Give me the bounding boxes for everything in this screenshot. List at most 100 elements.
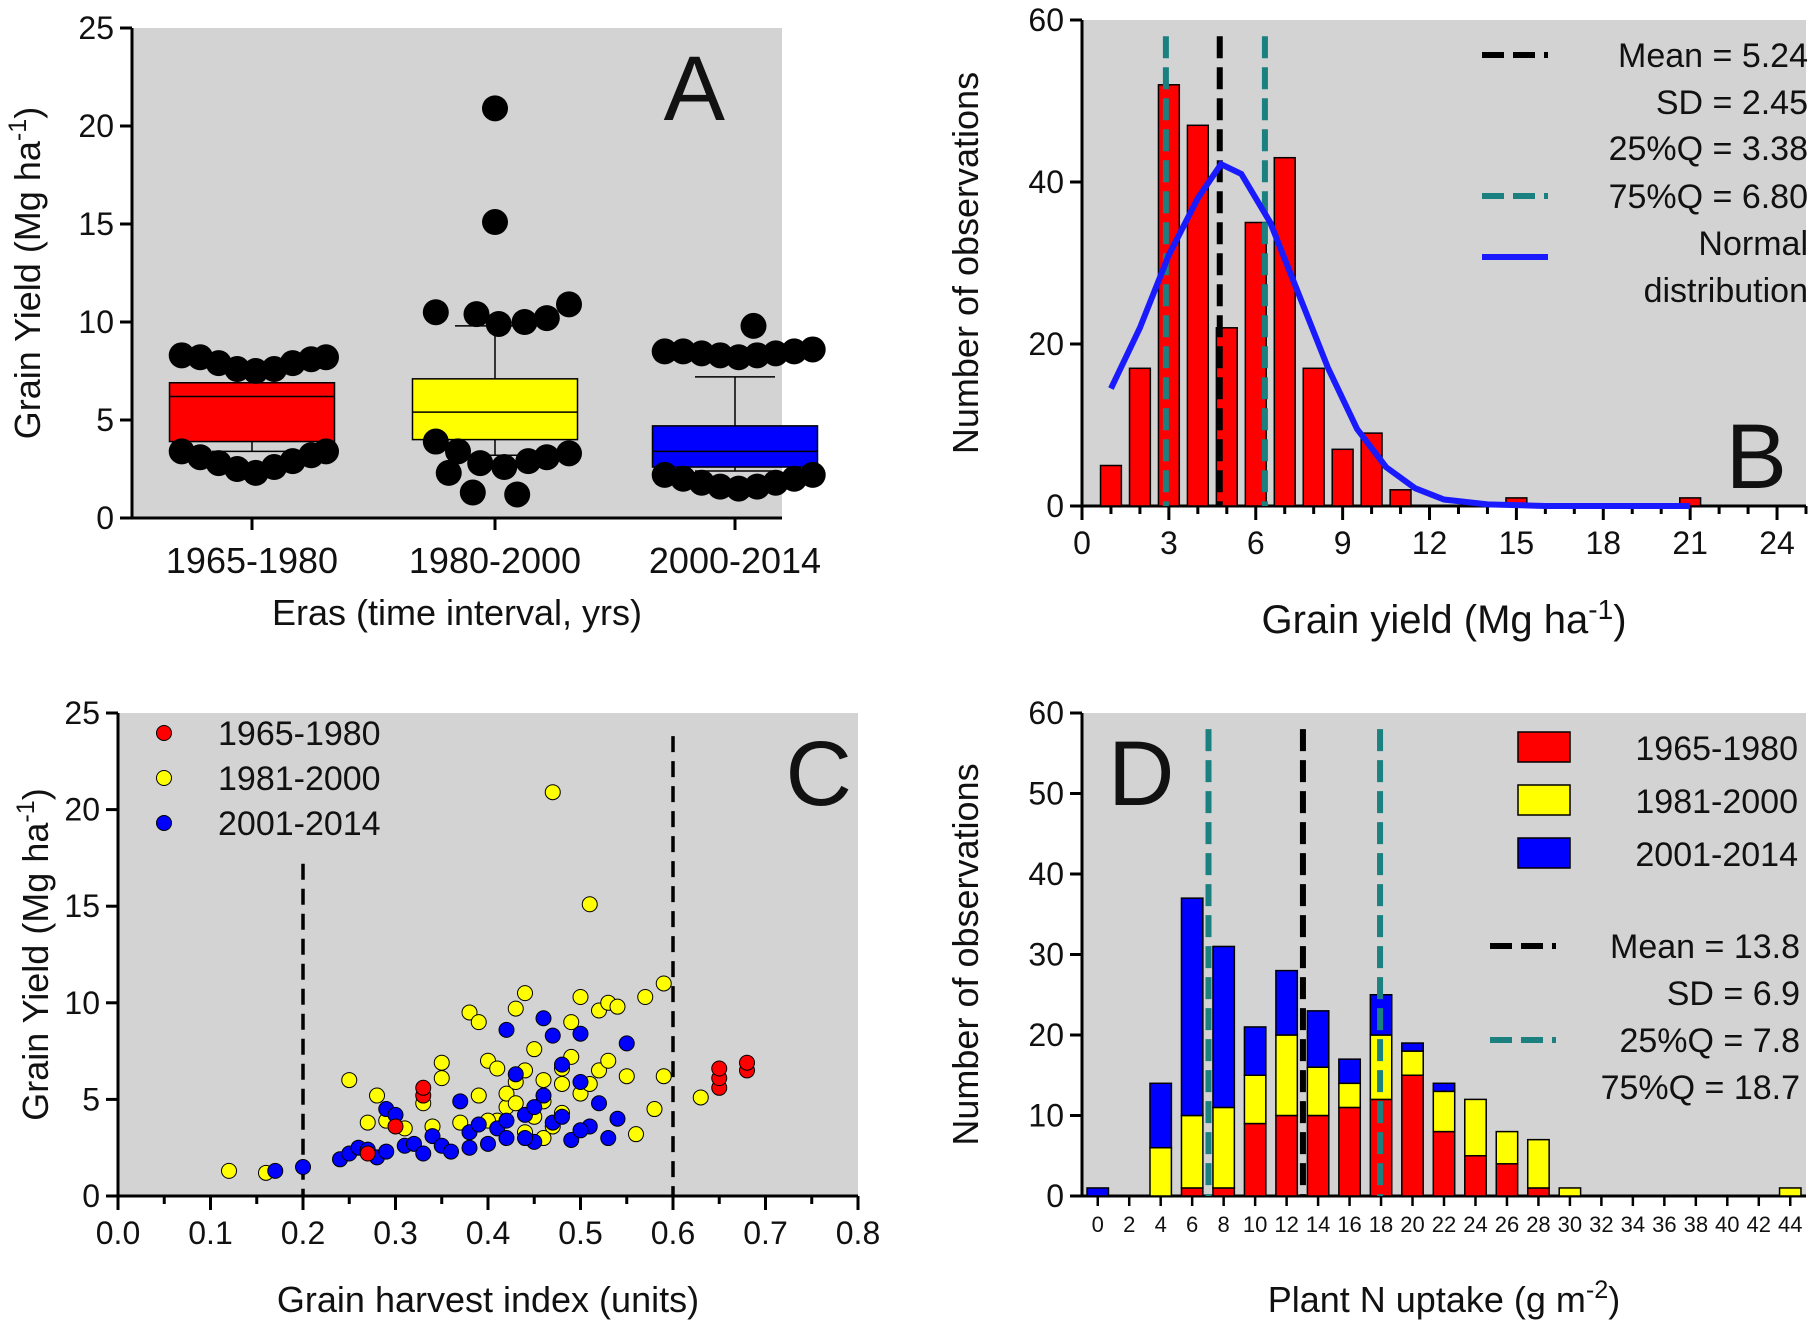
histogram-bar bbox=[1215, 327, 1238, 507]
scatter-point bbox=[406, 1135, 422, 1152]
y-tick-label: 5 bbox=[96, 402, 114, 438]
stacked-bar-segment bbox=[1275, 1114, 1299, 1197]
x-tick-label: 0 bbox=[1092, 1212, 1104, 1237]
outlier-point bbox=[799, 461, 826, 488]
scatter-point bbox=[452, 1114, 469, 1131]
scatter-point bbox=[655, 1068, 672, 1085]
legend-swatch bbox=[1517, 837, 1571, 869]
scatter-point bbox=[554, 1108, 570, 1125]
legend-q75: 75%Q = 6.80 bbox=[1609, 178, 1808, 216]
y-tick-label: 15 bbox=[64, 888, 100, 924]
outlier-point bbox=[504, 481, 531, 508]
scatter-point bbox=[572, 1122, 589, 1139]
outlier-point bbox=[556, 291, 582, 318]
outlier-point bbox=[467, 450, 494, 477]
histogram-bar bbox=[1186, 124, 1210, 507]
stacked-bar-segment bbox=[1432, 1090, 1456, 1133]
y-tick-label: 20 bbox=[78, 108, 114, 144]
histogram-bar bbox=[1273, 156, 1296, 507]
scatter-point bbox=[507, 1095, 524, 1112]
y-tick-label: 50 bbox=[1028, 776, 1064, 812]
scatter-point bbox=[507, 1000, 524, 1017]
scatter-point bbox=[424, 1128, 441, 1145]
stacked-bar-segment bbox=[1306, 1010, 1330, 1068]
x-tick-label: 18 bbox=[1585, 525, 1621, 561]
x-tick-label: 20 bbox=[1400, 1212, 1424, 1237]
stacked-bar-segment bbox=[1212, 1187, 1236, 1197]
histogram-bar bbox=[1331, 448, 1354, 507]
scatter-point bbox=[600, 1130, 617, 1147]
outlier-point bbox=[313, 344, 339, 371]
x-tick-label: 6 bbox=[1247, 525, 1265, 561]
x-axis-label: Grain yield (Mg ha-1) bbox=[1261, 594, 1626, 642]
outlier-point bbox=[482, 209, 508, 236]
scatter-point bbox=[563, 1014, 580, 1031]
x-tick-label: 0.1 bbox=[188, 1215, 232, 1251]
x-tick-label: 1980-2000 bbox=[409, 540, 581, 581]
box-2000-2014 bbox=[651, 425, 819, 468]
scatter-point bbox=[628, 1126, 644, 1143]
x-tick-label: 0.3 bbox=[373, 1215, 417, 1251]
x-tick-label: 9 bbox=[1334, 525, 1352, 561]
outlier-point bbox=[651, 338, 678, 365]
panel-c: 0 5 10 15 20 25 0.0 0.1 0.2 0.3 0.4 0.5 0.6 0.7 0.8 196… bbox=[12, 695, 880, 1320]
y-tick-label: 10 bbox=[1028, 1098, 1064, 1134]
stacked-bar-segment bbox=[1432, 1082, 1456, 1093]
scatter-point bbox=[526, 1099, 543, 1116]
y-tick-label: 20 bbox=[1028, 326, 1064, 362]
legend-label: 1981-2000 bbox=[1635, 783, 1798, 821]
legend-label: 2001-2014 bbox=[218, 805, 381, 843]
scatter-point bbox=[517, 985, 533, 1002]
scatter-point bbox=[572, 1025, 589, 1042]
x-tick-label: 30 bbox=[1558, 1212, 1582, 1237]
stacked-bar-segment bbox=[1495, 1163, 1519, 1197]
scatter-point bbox=[461, 1004, 478, 1021]
scatter-point bbox=[387, 1118, 404, 1135]
stacked-bar-segment bbox=[1464, 1098, 1487, 1157]
stacked-bar-segment bbox=[1526, 1187, 1550, 1197]
legend-mean: Mean = 5.24 bbox=[1618, 37, 1808, 75]
outlier-point bbox=[485, 310, 512, 337]
y-tick-label: 0 bbox=[1046, 488, 1064, 524]
y-axis-label: Number of observations bbox=[945, 763, 986, 1145]
outlier-point bbox=[459, 479, 486, 506]
scatter-point bbox=[591, 1095, 607, 1112]
y-tick-label: 60 bbox=[1028, 695, 1064, 731]
x-tick-label: 4 bbox=[1155, 1212, 1167, 1237]
stacked-bar-segment bbox=[1432, 1130, 1456, 1197]
scatter-point bbox=[267, 1162, 284, 1179]
scatter-point bbox=[544, 1027, 561, 1044]
x-tick-label: 3 bbox=[1160, 525, 1178, 561]
x-tick-label: 40 bbox=[1715, 1212, 1739, 1237]
scatter-point bbox=[655, 975, 672, 992]
scatter-point bbox=[739, 1054, 755, 1071]
y-tick-label: 30 bbox=[1028, 937, 1064, 973]
x-tick-label: 28 bbox=[1526, 1212, 1550, 1237]
scatter-point bbox=[517, 1130, 533, 1147]
scatter-point bbox=[535, 1010, 552, 1027]
stacked-bar-segment bbox=[1180, 897, 1204, 1117]
legend-swatch bbox=[1517, 784, 1571, 816]
panel-letter: B bbox=[1726, 406, 1787, 508]
x-tick-label: 0.5 bbox=[558, 1215, 602, 1251]
x-tick-label: 2000-2014 bbox=[649, 540, 821, 581]
x-axis-label: Eras (time interval, yrs) bbox=[272, 592, 642, 633]
x-tick-label: 0.8 bbox=[836, 1215, 880, 1251]
scatter-point bbox=[711, 1060, 728, 1077]
stacked-bar-segment bbox=[1243, 1122, 1267, 1197]
outlier-point bbox=[533, 444, 560, 471]
stacked-bar-segment bbox=[1243, 1074, 1267, 1125]
x-tick-label: 44 bbox=[1778, 1212, 1802, 1237]
x-tick-label: 36 bbox=[1652, 1212, 1676, 1237]
y-tick-label: 25 bbox=[64, 695, 100, 731]
x-axis-label: Plant N uptake (g m-2) bbox=[1268, 1276, 1621, 1320]
x-axis-label: Grain harvest index (units) bbox=[277, 1279, 699, 1320]
legend-label: 1981-2000 bbox=[218, 760, 381, 798]
panel-b: 0 20 40 60 0 3 6 9 12 15 18 21 24 Mean = 5.24 SD = 2.4… bbox=[945, 2, 1808, 642]
x-tick-label: 26 bbox=[1495, 1212, 1519, 1237]
scatter-point bbox=[295, 1159, 311, 1176]
y-tick-label: 5 bbox=[82, 1081, 100, 1117]
stacked-bar-segment bbox=[1526, 1138, 1550, 1189]
